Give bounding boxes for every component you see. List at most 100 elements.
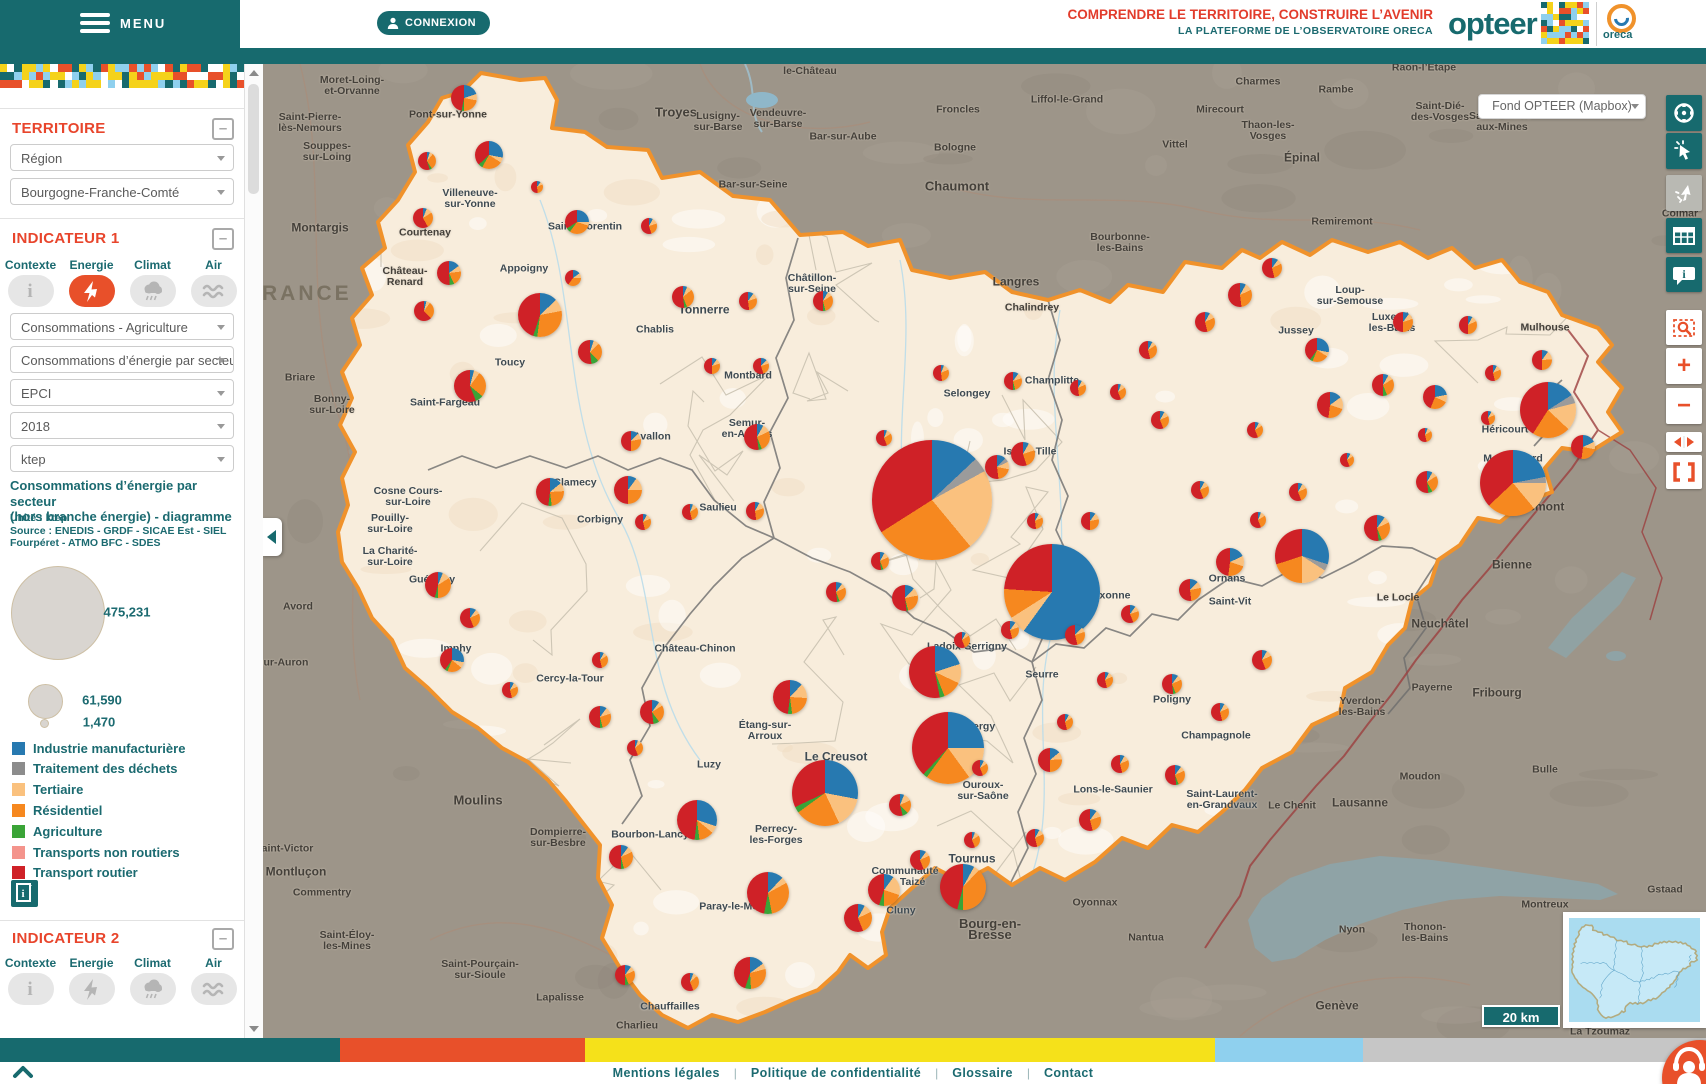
sector-pie-marker[interactable] (704, 358, 720, 374)
tab-air-indicateur2[interactable]: Air (183, 956, 244, 1005)
sector-pie-marker[interactable] (418, 152, 436, 170)
select-features-button[interactable] (1666, 133, 1702, 169)
indicator-select[interactable]: Consommations d’énergie par secteur (10, 346, 234, 373)
zoom-window-button[interactable] (1666, 310, 1702, 345)
sector-pie-marker[interactable] (627, 740, 643, 756)
sector-pie-marker[interactable] (868, 874, 900, 906)
sector-pie-marker[interactable] (451, 85, 477, 111)
sector-pie-marker[interactable] (964, 832, 980, 848)
sector-pie-marker[interactable] (826, 582, 846, 602)
tab-climat-indicateur2[interactable]: Climat (122, 956, 183, 1005)
scroll-down-arrow-icon[interactable] (249, 1026, 259, 1032)
tab-energie-indicateur2[interactable]: Energie (61, 956, 122, 1005)
sector-pie-marker[interactable] (773, 680, 807, 714)
sector-pie-marker[interactable] (414, 301, 434, 321)
tab-contexte-indicateur1[interactable]: Contexte i (0, 258, 61, 307)
sector-pie-marker[interactable] (747, 872, 789, 914)
territory-level-select[interactable]: Région (10, 144, 234, 171)
tab-pill[interactable]: i (7, 275, 54, 307)
sector-pie-marker[interactable] (1418, 428, 1432, 442)
sector-pie-marker[interactable] (615, 965, 635, 985)
sector-pie-marker[interactable] (1026, 829, 1044, 847)
sector-pie-marker[interactable] (753, 358, 769, 374)
sector-pie-marker[interactable] (1004, 372, 1022, 390)
footer-link-contact[interactable]: Contact (1044, 1066, 1094, 1080)
sector-pie-marker[interactable] (892, 585, 918, 611)
zoom-in-button[interactable]: + (1666, 348, 1702, 384)
sector-pie-marker[interactable] (413, 208, 433, 228)
sector-pie-marker[interactable] (1485, 365, 1501, 381)
sector-pie-marker[interactable] (1211, 703, 1229, 721)
sector-pie-marker[interactable] (746, 502, 764, 520)
history-button[interactable] (1666, 432, 1702, 452)
sector-pie-marker[interactable] (1317, 392, 1343, 418)
full-extent-button[interactable] (1666, 455, 1702, 489)
sector-pie-marker[interactable] (502, 682, 518, 698)
sector-pie-marker[interactable] (1247, 422, 1263, 438)
sector-pie-marker[interactable] (1139, 341, 1157, 359)
sector-pie-marker[interactable] (933, 365, 949, 381)
sector-pie-marker[interactable] (1065, 625, 1085, 645)
sector-pie-marker[interactable] (792, 760, 858, 826)
sector-pie-marker[interactable] (954, 632, 970, 648)
sector-pie-marker[interactable] (1532, 350, 1552, 370)
basemap-select[interactable]: Fond OPTEER (Mapbox) (1478, 94, 1646, 119)
metadata-info-button[interactable]: i (11, 880, 38, 907)
sector-pie-marker[interactable] (1250, 512, 1266, 528)
footer-link-politique-de-confidentialit-[interactable]: Politique de confidentialité (750, 1066, 922, 1080)
sector-pie-marker[interactable] (985, 455, 1009, 479)
tab-contexte-indicateur2[interactable]: Contexte i (0, 956, 61, 1005)
collapse-indicateur1-button[interactable]: – (212, 228, 234, 250)
tab-pill[interactable] (190, 275, 237, 307)
collapse-indicateur2-button[interactable]: – (212, 928, 234, 950)
sector-pie-marker[interactable] (744, 424, 770, 450)
collapse-sidebar-handle[interactable] (262, 518, 282, 556)
tab-pill[interactable] (68, 275, 115, 307)
sector-pie-marker[interactable] (1305, 338, 1329, 362)
footer-link-mentions-l-gales[interactable]: Mentions légales (612, 1066, 720, 1080)
sector-pie-marker[interactable] (1121, 605, 1139, 623)
sector-pie-marker[interactable] (912, 712, 984, 784)
connexion-button[interactable]: CONNEXION (377, 11, 491, 35)
sector-pie-marker[interactable] (940, 864, 986, 910)
sector-pie-marker[interactable] (1070, 380, 1086, 396)
sector-pie-marker[interactable] (640, 700, 664, 724)
sector-pie-marker[interactable] (1195, 312, 1215, 332)
scrollbar-thumb[interactable] (248, 84, 259, 194)
info-tooltip-button[interactable]: i (1666, 257, 1702, 292)
sector-pie-marker[interactable] (1364, 515, 1390, 541)
sector-pie-marker[interactable] (1079, 809, 1101, 831)
sector-pie-marker[interactable] (635, 514, 651, 530)
sector-pie-marker[interactable] (909, 646, 961, 698)
sector-pie-marker[interactable] (1416, 471, 1438, 493)
sector-pie-marker[interactable] (592, 652, 608, 668)
data-table-button[interactable] (1666, 218, 1702, 253)
sector-pie-marker[interactable] (578, 340, 602, 364)
territory-grain-select[interactable]: EPCI (10, 379, 234, 406)
support-button[interactable] (1662, 1040, 1706, 1084)
indicator-theme-select[interactable]: Consommations - Agriculture (10, 313, 234, 340)
tab-pill[interactable] (129, 973, 176, 1005)
sector-pie-marker[interactable] (1110, 384, 1126, 400)
sector-pie-marker[interactable] (1179, 579, 1201, 601)
sector-pie-marker[interactable] (876, 430, 892, 446)
sector-pie-marker[interactable] (972, 760, 988, 776)
sector-pie-marker[interactable] (1340, 453, 1354, 467)
sector-pie-marker[interactable] (1004, 544, 1100, 640)
sector-pie-marker[interactable] (872, 440, 992, 560)
sector-pie-marker[interactable] (1097, 672, 1113, 688)
sector-pie-marker[interactable] (475, 141, 503, 169)
sector-pie-marker[interactable] (1459, 316, 1477, 334)
sector-pie-marker[interactable] (844, 904, 872, 932)
sector-pie-marker[interactable] (1081, 512, 1099, 530)
sector-pie-marker[interactable] (734, 957, 766, 989)
sector-pie-marker[interactable] (739, 292, 757, 310)
sector-pie-marker[interactable] (1011, 442, 1035, 466)
sector-pie-marker[interactable] (565, 270, 581, 286)
sector-pie-marker[interactable] (1393, 312, 1413, 332)
sector-pie-marker[interactable] (672, 286, 694, 308)
sector-pie-marker[interactable] (1571, 435, 1595, 459)
scroll-up-arrow-icon[interactable] (249, 70, 259, 76)
sector-pie-marker[interactable] (1423, 385, 1447, 409)
sector-pie-marker[interactable] (641, 218, 657, 234)
